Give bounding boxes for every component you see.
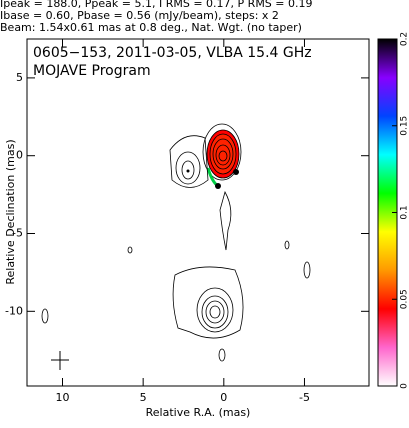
contours [42,124,310,370]
y-tick-label: 0 [16,149,23,162]
colorbar-tick-label: 0.05 [400,289,409,309]
x-axis-label: Relative R.A. (mas) [146,406,251,419]
y-tick-label: 5 [16,71,23,84]
y-tick-label: -10 [5,304,23,317]
colorbar-tick-label: 0 [400,383,409,389]
y-tick-label: -5 [12,227,23,240]
plot-frame [27,39,369,386]
colorbar-tick-label: 0.2 [400,32,409,46]
x-tick-label: 5 [140,391,147,404]
plot-subtitle: MOJAVE Program [33,63,151,79]
plot-title: 0605−153, 2011-03-05, VLBA 15.4 GHz [33,45,312,61]
x-tick-label: -5 [299,391,310,404]
colorbar-tick-label: 0.1 [400,205,409,219]
colorbar-tick-label: 0.15 [400,116,409,136]
x-tick-label: 10 [55,391,69,404]
header-line: Beam: 1.54x0.61 mas at 0.8 deg., Nat. Wg… [0,21,302,34]
x-tick-label: 0 [220,391,227,404]
